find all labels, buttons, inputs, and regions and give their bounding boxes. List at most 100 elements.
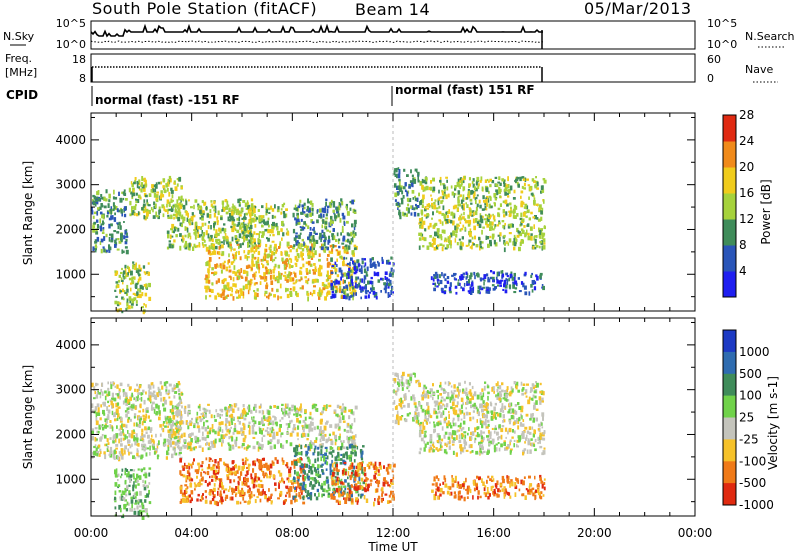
colorbar-swatch bbox=[723, 219, 736, 246]
echo-cell bbox=[276, 439, 280, 444]
echo-cell bbox=[170, 424, 173, 429]
echo-cell bbox=[487, 278, 491, 283]
echo-cell bbox=[390, 290, 393, 295]
echo-cell bbox=[137, 182, 141, 186]
echo-cell bbox=[212, 429, 215, 433]
echo-cell bbox=[125, 508, 129, 512]
echo-cell bbox=[221, 291, 225, 296]
echo-cell bbox=[322, 407, 325, 411]
echo-cell bbox=[126, 473, 129, 478]
echo-cell bbox=[286, 245, 289, 248]
echo-cell bbox=[196, 469, 199, 475]
echo-cell bbox=[247, 206, 249, 210]
echo-cell bbox=[152, 209, 154, 213]
echo-cell bbox=[533, 200, 536, 205]
echo-cell bbox=[533, 180, 536, 184]
echo-cell bbox=[312, 278, 316, 282]
echo-cell bbox=[122, 392, 125, 397]
echo-cell bbox=[186, 422, 189, 426]
echo-cell bbox=[188, 465, 191, 470]
echo-cell bbox=[323, 232, 326, 237]
echo-cell bbox=[335, 479, 337, 483]
echo-cell bbox=[154, 203, 157, 209]
echo-cell bbox=[227, 243, 230, 248]
echo-cell bbox=[216, 232, 220, 237]
echo-cell bbox=[457, 178, 460, 183]
echo-cell bbox=[426, 203, 430, 207]
echo-cell bbox=[118, 274, 121, 278]
echo-cell bbox=[344, 452, 347, 455]
echo-cell bbox=[467, 191, 470, 196]
echo-cell bbox=[327, 254, 330, 257]
echo-cell bbox=[221, 200, 225, 205]
echo-cell bbox=[142, 209, 146, 213]
echo-cell bbox=[169, 400, 173, 406]
echo-cell bbox=[175, 204, 178, 208]
echo-cell bbox=[459, 277, 463, 281]
echo-cell bbox=[145, 431, 148, 434]
echo-cell bbox=[467, 193, 471, 199]
echo-cell bbox=[289, 249, 292, 253]
echo-cell bbox=[260, 420, 264, 425]
echo-cell bbox=[257, 259, 259, 262]
echo-cell bbox=[203, 471, 205, 474]
echo-cell bbox=[424, 206, 427, 210]
echo-cell bbox=[323, 425, 327, 431]
echo-cell bbox=[370, 287, 373, 292]
echo-cell bbox=[127, 416, 131, 420]
echo-cell bbox=[254, 476, 257, 481]
echo-cell bbox=[148, 467, 152, 470]
echo-cell bbox=[342, 286, 346, 289]
echo-cell bbox=[328, 436, 330, 442]
echo-cell bbox=[123, 235, 126, 240]
echo-cell bbox=[133, 431, 136, 435]
echo-cell bbox=[383, 465, 385, 469]
echo-cell bbox=[341, 201, 344, 206]
echo-cell bbox=[214, 264, 218, 268]
echo-cell bbox=[521, 185, 524, 189]
echo-cell bbox=[332, 244, 335, 248]
echo-cell bbox=[299, 270, 302, 275]
echo-cell bbox=[147, 397, 150, 401]
echo-cell bbox=[504, 222, 506, 226]
echo-cell bbox=[257, 239, 260, 242]
echo-cell bbox=[480, 176, 483, 182]
echo-cell bbox=[503, 247, 506, 253]
echo-cell bbox=[173, 182, 176, 185]
echo-cell bbox=[301, 226, 305, 231]
echo-cell bbox=[121, 212, 123, 217]
echo-cell bbox=[132, 292, 136, 295]
echo-cell bbox=[238, 420, 241, 425]
echo-cell bbox=[460, 227, 464, 231]
colorbar-tick-label: 20 bbox=[739, 160, 754, 174]
echo-cell bbox=[535, 245, 539, 248]
echo-cell bbox=[305, 495, 309, 498]
echo-cell bbox=[138, 475, 142, 480]
echo-cell bbox=[279, 296, 283, 299]
echo-cell bbox=[101, 382, 104, 387]
echo-cell bbox=[254, 274, 257, 278]
echo-cell bbox=[169, 438, 172, 443]
echo-cell bbox=[350, 498, 354, 503]
echo-cell bbox=[94, 406, 98, 411]
echo-cell bbox=[323, 488, 326, 493]
echo-cell bbox=[262, 423, 265, 427]
echo-cell bbox=[293, 476, 295, 480]
echo-cell bbox=[243, 500, 247, 503]
echo-cell bbox=[436, 228, 440, 233]
echo-cell bbox=[337, 428, 341, 431]
echo-cell bbox=[308, 464, 310, 469]
echo-cell bbox=[257, 266, 260, 270]
echo-cell bbox=[273, 247, 276, 252]
echo-cell bbox=[335, 413, 338, 417]
echo-cell bbox=[245, 265, 249, 269]
echo-cell bbox=[307, 475, 310, 481]
echo-cell bbox=[507, 224, 511, 229]
echo-cell bbox=[503, 214, 506, 218]
echo-cell bbox=[228, 253, 230, 258]
echo-cell bbox=[193, 229, 196, 232]
echo-cell bbox=[289, 245, 293, 248]
echo-cell bbox=[218, 421, 222, 426]
echo-cell bbox=[533, 279, 536, 284]
echo-cell bbox=[388, 494, 391, 498]
